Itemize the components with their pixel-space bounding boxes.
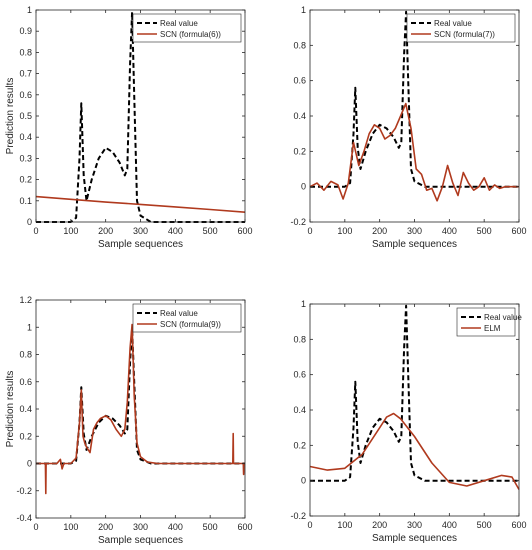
- legend-label: SCN (formula(6)): [160, 30, 221, 39]
- y-tick-label: -0.2: [290, 217, 306, 227]
- y-tick-label: -0.4: [16, 513, 32, 523]
- y-tick-label: 1.2: [19, 295, 32, 305]
- legend-label: SCN (formula(7)): [434, 30, 495, 39]
- x-tick-label: 500: [203, 522, 218, 532]
- x-tick-label: 400: [168, 522, 183, 532]
- y-tick-label: 0.8: [293, 334, 306, 344]
- y-tick-label: 0.5: [19, 111, 32, 121]
- y-tick-label: 0.2: [19, 175, 32, 185]
- chart-panel-2: 0 100 200 300 400 500 600-0.200.20.40.60.81Sam…: [290, 5, 526, 250]
- x-tick-label: 0: [33, 226, 38, 236]
- x-tick-label: 500: [477, 226, 492, 236]
- x-tick-label: 300: [407, 520, 422, 530]
- series-line-prediction: [35, 195, 246, 213]
- x-tick-label: 600: [237, 226, 252, 236]
- y-tick-label: 0.3: [19, 153, 32, 163]
- x-tick-label: 600: [511, 226, 526, 236]
- y-tick-label: 0.8: [19, 350, 32, 360]
- x-tick-label: 100: [337, 520, 352, 530]
- y-tick-label: 0.1: [19, 196, 32, 206]
- x-tick-label: 600: [511, 520, 526, 530]
- legend-box: [132, 13, 242, 43]
- legend-box: [132, 303, 242, 333]
- x-tick-label: 400: [168, 226, 183, 236]
- plot-area: [36, 10, 245, 222]
- series-line-prediction: [309, 412, 520, 490]
- x-tick-label: 200: [372, 520, 387, 530]
- chart-panel-4: 0 100 200 300 400 500 600-0.200.20.40.60.81Sam…: [290, 299, 526, 544]
- y-tick-label: 0: [301, 476, 306, 486]
- x-tick-label: 300: [133, 522, 148, 532]
- series-line-prediction: [36, 323, 245, 495]
- x-axis-label: Sample sequences: [98, 535, 183, 546]
- y-tick-label: -0.2: [290, 511, 306, 521]
- legend-label: Real value: [434, 19, 472, 28]
- x-tick-label: 300: [407, 226, 422, 236]
- legend-label: SCN (formula(9)): [160, 320, 221, 329]
- y-tick-label: 0.2: [293, 146, 306, 156]
- chart-panel-1: 0 100 200 300 400 500 600 0 0.1 0.2 0.3 0.4 0.5 0.6 0.…: [5, 5, 253, 250]
- series-line-real-value: [310, 10, 519, 188]
- legend: Real value ELM: [456, 307, 522, 337]
- y-tick-label: 0: [301, 182, 306, 192]
- x-tick-label: 0: [307, 226, 312, 236]
- y-tick-label: 0.6: [293, 370, 306, 380]
- x-tick-label: 500: [477, 520, 492, 530]
- y-tick-label: 0.2: [19, 431, 32, 441]
- legend: Real value SCN (formula(6)): [132, 13, 242, 43]
- x-tick-label: 400: [442, 226, 457, 236]
- y-axis-label: Prediction results: [5, 371, 16, 448]
- y-tick-label: 0.2: [293, 440, 306, 450]
- x-tick-label: 400: [442, 520, 457, 530]
- y-tick-label: 1: [301, 299, 306, 309]
- plot-area: [36, 300, 245, 518]
- y-tick-label: 0.4: [293, 111, 306, 121]
- y-tick-label: 0.6: [293, 76, 306, 86]
- x-tick-label: 200: [98, 226, 113, 236]
- x-axis-label: Sample sequences: [372, 533, 457, 544]
- y-tick-label: 0.6: [19, 90, 32, 100]
- x-tick-label: 100: [63, 226, 78, 236]
- y-tick-label: 1: [27, 5, 32, 15]
- y-tick-label: 1: [301, 5, 306, 15]
- x-tick-label: 600: [237, 522, 252, 532]
- y-tick-label: -0.2: [16, 486, 32, 496]
- x-tick-label: 200: [98, 522, 113, 532]
- y-tick-label: 0.9: [19, 26, 32, 36]
- y-tick-label: 0.7: [19, 69, 32, 79]
- y-tick-label: 1: [27, 322, 32, 332]
- x-tick-label: 300: [133, 226, 148, 236]
- x-axis-label: Sample sequences: [372, 239, 457, 250]
- y-tick-label: 0.4: [19, 404, 32, 414]
- legend-box: [406, 13, 516, 43]
- legend-box: [456, 307, 516, 337]
- x-tick-label: 0: [307, 520, 312, 530]
- y-tick-label: 0.6: [19, 377, 32, 387]
- x-tick-label: 200: [372, 226, 387, 236]
- x-axis-label: Sample sequences: [98, 239, 183, 250]
- x-tick-label: 0: [33, 522, 38, 532]
- legend-label: Real value: [160, 309, 198, 318]
- series-line-prediction: [309, 102, 519, 202]
- x-tick-label: 100: [63, 522, 78, 532]
- chart-panel-3: 0 100 200 300 400 500 600 -0.4 -0.2 0 0.2 0.4 0.6 0.8…: [5, 295, 253, 546]
- series-line-real-value: [310, 304, 519, 482]
- x-tick-label: 500: [203, 226, 218, 236]
- y-tick-label: 0.4: [293, 405, 306, 415]
- y-axis-label: Prediction results: [5, 78, 16, 155]
- x-tick-label: 100: [337, 226, 352, 236]
- y-tick-label: 0: [27, 217, 32, 227]
- y-tick-label: 0.4: [19, 132, 32, 142]
- legend: Real value SCN (formula(9)): [132, 303, 242, 333]
- legend: Real value SCN (formula(7)): [406, 13, 516, 43]
- legend-label: ELM: [484, 324, 501, 333]
- y-tick-label: 0.8: [19, 47, 32, 57]
- legend-label: Real value: [160, 19, 198, 28]
- y-tick-label: 0.8: [293, 40, 306, 50]
- y-tick-label: 0: [27, 459, 32, 469]
- legend-label: Real value: [484, 313, 522, 322]
